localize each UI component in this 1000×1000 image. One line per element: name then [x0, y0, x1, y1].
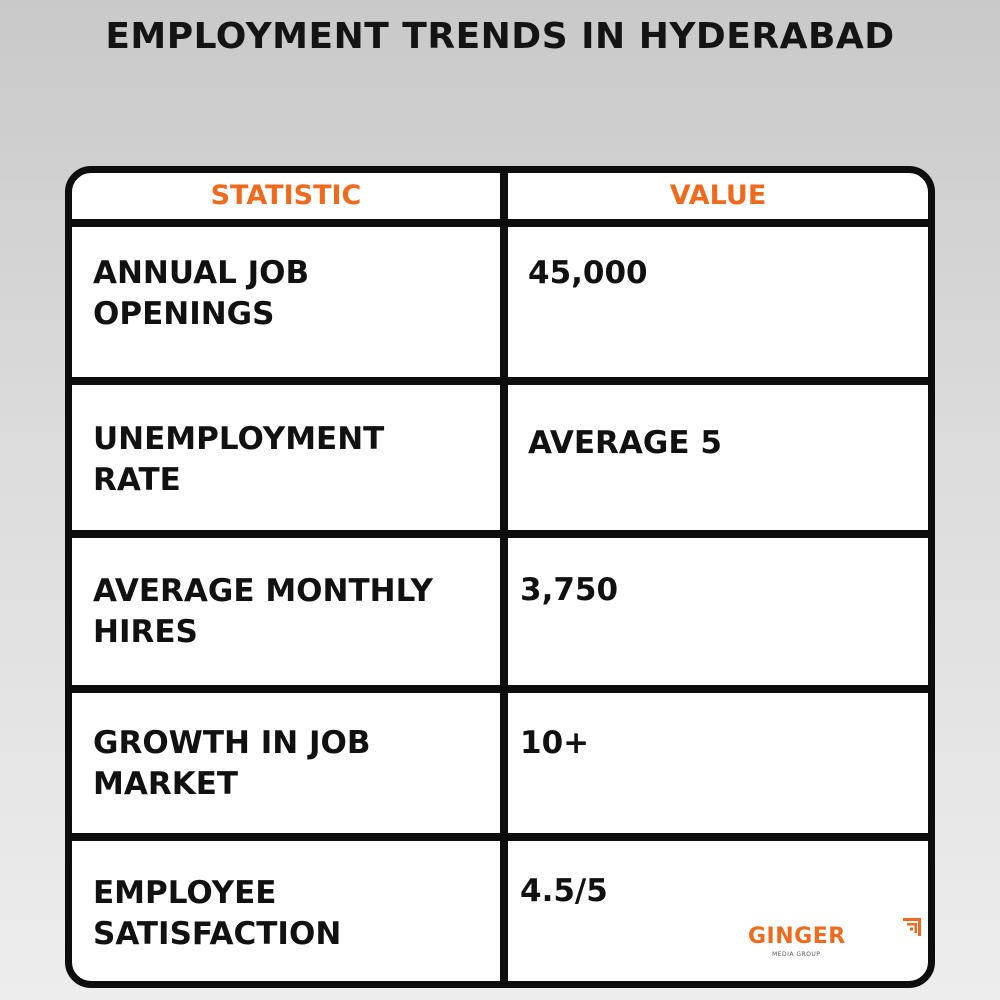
table-row-statistic: ANNUAL JOB OPENINGS — [93, 255, 310, 332]
row-divider — [72, 530, 928, 538]
logo-subtitle: MEDIA GROUP — [772, 951, 821, 958]
header-divider — [72, 219, 928, 227]
header-value: VALUE — [669, 180, 767, 211]
header-statistic: STATISTIC — [210, 180, 362, 211]
table-row-value: 45,000 — [528, 255, 648, 291]
logo-mark-icon — [903, 918, 921, 936]
statistics-table: STATISTIC VALUE ANNUAL JOB OPENINGS 45,0… — [65, 166, 935, 988]
logo-wordmark: GINGER — [748, 924, 846, 949]
table-row-value: 4.5/5 — [520, 873, 608, 909]
ginger-logo: GINGER MEDIA GROUP — [748, 918, 928, 974]
row-divider — [72, 833, 928, 841]
table-row-value: 10+ — [520, 725, 590, 761]
table-row-value: 3,750 — [520, 572, 619, 608]
table-row-statistic: GROWTH IN JOB MARKET — [93, 725, 371, 802]
row-divider — [72, 377, 928, 385]
table-row-statistic: EMPLOYEE SATISFACTION — [93, 875, 342, 952]
row-divider — [72, 685, 928, 693]
table-row-statistic: AVERAGE MONTHLY HIRES — [93, 573, 433, 650]
table-header-row: STATISTIC VALUE — [72, 173, 928, 219]
table-row-statistic: UNEMPLOYMENT RATE — [93, 421, 385, 498]
table-row-value: AVERAGE 5 — [528, 425, 722, 461]
column-divider — [500, 173, 508, 981]
page-title: EMPLOYMENT TRENDS IN HYDERABAD — [105, 16, 895, 57]
